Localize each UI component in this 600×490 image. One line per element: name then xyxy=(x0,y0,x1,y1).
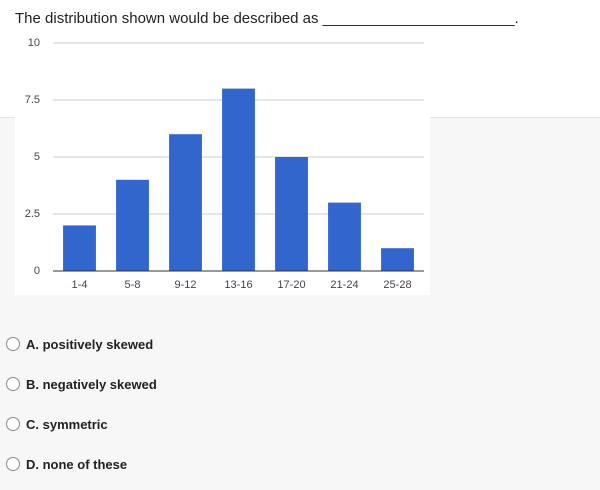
x-tick-label: 5-8 xyxy=(125,279,141,291)
x-tick-label: 13-16 xyxy=(224,279,252,291)
option[interactable]: B. negatively skewed xyxy=(6,374,157,394)
radio-button[interactable] xyxy=(6,337,20,351)
option-label[interactable]: D. none of these xyxy=(26,456,128,472)
x-tick-label: 1-4 xyxy=(72,279,88,291)
option[interactable]: A. positively skewed xyxy=(6,334,153,354)
y-tick-label: 0 xyxy=(34,265,40,277)
y-tick-label: 5 xyxy=(34,151,40,163)
y-tick-label: 10 xyxy=(28,37,40,49)
bar xyxy=(116,179,149,271)
bar xyxy=(63,225,96,271)
chart: 0 2.5 5 7.5 10 1-4 5-8 9-12 13-16 17-20 21-24 25-28 xyxy=(15,30,430,295)
option-label[interactable]: B. negatively skewed xyxy=(26,376,157,392)
x-tick-label: 25-28 xyxy=(383,279,411,291)
bar xyxy=(381,248,414,271)
radio-button[interactable] xyxy=(6,457,20,471)
bar xyxy=(169,134,202,271)
option-label[interactable]: C. symmetric xyxy=(26,416,108,432)
x-tick-label: 21-24 xyxy=(330,279,358,291)
radio-button[interactable] xyxy=(6,417,20,431)
bar xyxy=(275,157,308,271)
option[interactable]: D. none of these xyxy=(6,454,127,474)
x-tick-label: 17-20 xyxy=(277,279,305,291)
x-tick-label: 9-12 xyxy=(174,279,196,291)
y-tick-label: 7.5 xyxy=(25,94,40,106)
question: The distribution shown would be describe… xyxy=(15,10,519,27)
option-label[interactable]: A. positively skewed xyxy=(26,336,154,352)
y-tick-label: 2.5 xyxy=(25,208,40,220)
radio-button[interactable] xyxy=(6,377,20,391)
bar xyxy=(222,88,255,271)
option[interactable]: C. symmetric xyxy=(6,414,108,434)
bar xyxy=(328,202,361,271)
